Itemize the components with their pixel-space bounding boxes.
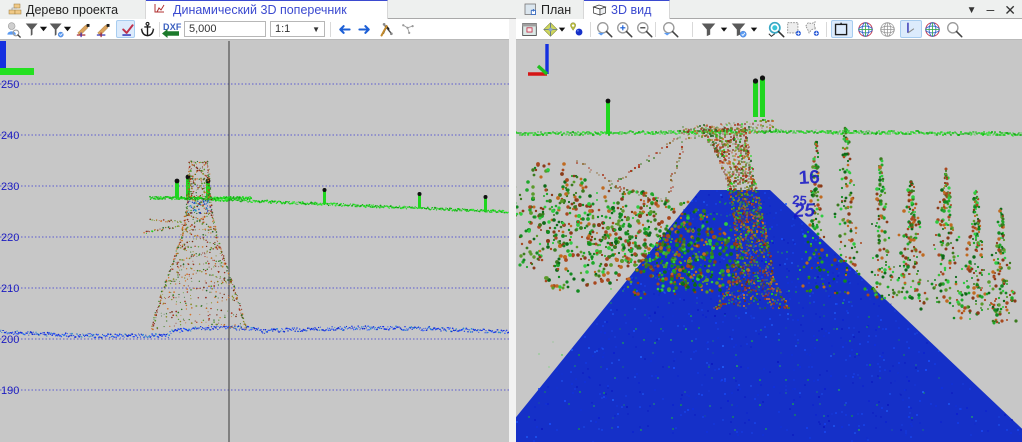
svg-text:230: 230 [1, 181, 19, 193]
svg-text:190: 190 [1, 385, 19, 397]
svg-text:220: 220 [1, 232, 19, 244]
svg-text:210: 210 [1, 283, 19, 295]
svg-text:200: 200 [1, 334, 19, 346]
svg-text:250: 250 [1, 79, 19, 91]
svg-text:240: 240 [1, 130, 19, 142]
